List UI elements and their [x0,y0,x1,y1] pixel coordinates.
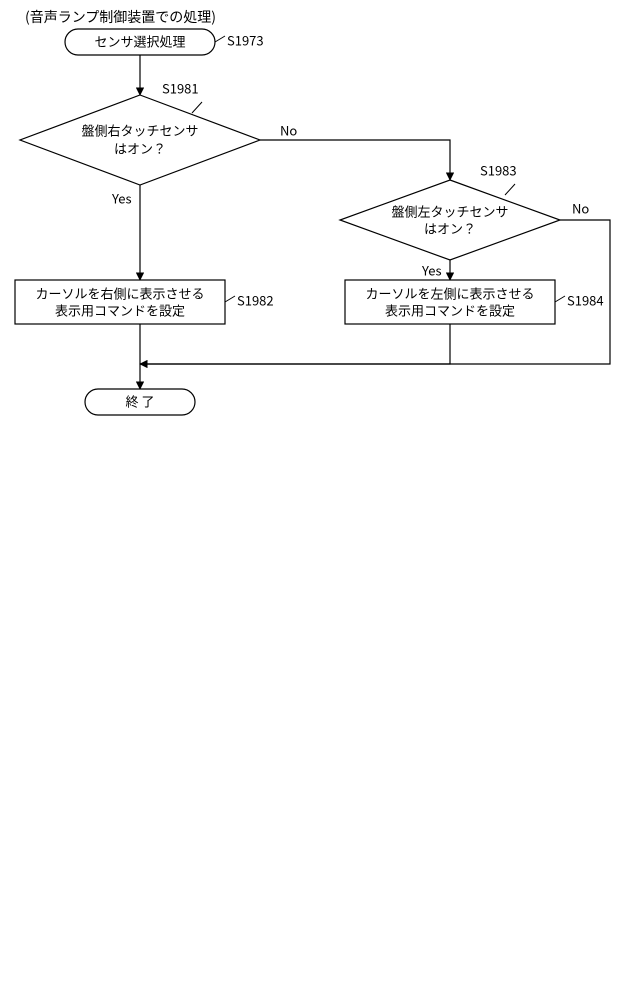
svg-text:はオン？: はオン？ [114,139,166,158]
edge-p2-merge [140,324,450,364]
label-s1982: S1982 [237,291,274,310]
edge-d2-yes-label: Yes [421,261,442,280]
label-s1973: S1973 [227,31,264,50]
edge-d1-no [260,140,450,180]
edge-d1-no-label: No [280,121,297,140]
decision-left-sensor: 盤側左タッチセンサ はオン？ [340,180,560,260]
svg-text:はオン？: はオン？ [424,219,476,238]
svg-text:終 了: 終 了 [126,392,155,411]
edge-d2-no-label: No [572,199,589,218]
start-node: センサ選択処理 [65,29,215,55]
svg-text:センサ選択処理: センサ選択処理 [94,32,185,51]
process-cursor-right: カーソルを右側に表示させる 表示用コマンドを設定 [15,280,225,324]
process-cursor-left: カーソルを左側に表示させる 表示用コマンドを設定 [345,280,555,324]
label-s1984: S1984 [567,291,604,310]
end-node: 終 了 [85,389,195,415]
decision-right-sensor: 盤側右タッチセンサ はオン？ [20,95,260,185]
svg-text:盤側右タッチセンサ: 盤側右タッチセンサ [81,121,198,140]
diagram-title: (音声ランプ制御装置での処理) [25,7,216,27]
svg-text:表示用コマンドを設定: 表示用コマンドを設定 [55,301,185,320]
edge-d1-yes-label: Yes [111,189,132,208]
svg-text:表示用コマンドを設定: 表示用コマンドを設定 [385,301,515,320]
label-s1981: S1981 [162,79,199,98]
label-s1983: S1983 [480,161,517,180]
